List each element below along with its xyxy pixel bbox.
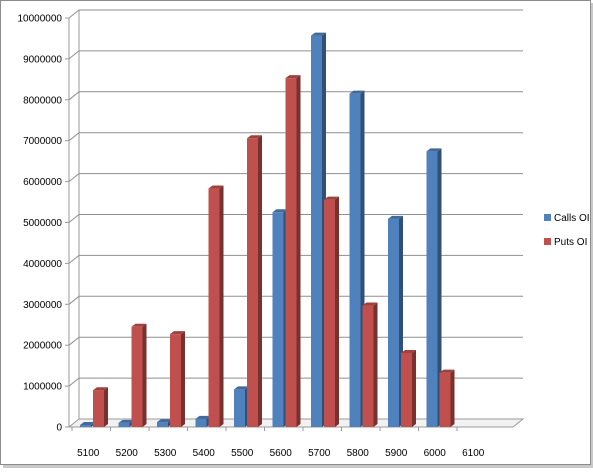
gridline — [68, 214, 523, 223]
bar-top — [170, 331, 185, 335]
y-axis-ticks: 0 1000000 2000000 3000000 4000000 5000000 6000… — [18, 14, 69, 434]
x-tick-label: 5200 — [116, 448, 139, 459]
x-axis-ticks: 5100 5200 5300 5400 5500 5600 5700 5800 5900 6000… — [71, 427, 485, 459]
bar-front — [157, 422, 168, 427]
bars — [80, 32, 455, 428]
bar-top — [208, 185, 224, 189]
x-tick-label: 5700 — [308, 448, 331, 459]
bar-side — [437, 148, 442, 428]
bar-side — [450, 369, 455, 427]
gridline — [68, 132, 523, 142]
bar-side — [412, 349, 416, 427]
bar-front — [349, 93, 361, 427]
y-tick-label: 2000000 — [23, 341, 62, 352]
frame-shadow-right — [591, 3, 593, 468]
x-tick-label: 5600 — [270, 448, 293, 459]
bar-front — [426, 151, 438, 428]
bar-front — [311, 35, 322, 427]
bar-top — [131, 323, 147, 327]
bar-top — [234, 386, 249, 390]
bar-top — [439, 369, 455, 373]
bar-side — [104, 387, 108, 427]
y-tick-label: 9000000 — [23, 54, 62, 65]
y-tick-label: 0 — [56, 423, 62, 434]
bar-front — [285, 78, 297, 428]
bar-top — [118, 419, 134, 423]
bar-front — [362, 305, 374, 427]
gridline — [68, 9, 523, 19]
bar-top — [272, 209, 288, 213]
bar-front — [439, 372, 451, 427]
gridline — [68, 173, 523, 182]
gridline — [68, 254, 523, 264]
gridline — [68, 295, 523, 305]
legend-swatch — [544, 238, 551, 245]
bar-top — [195, 415, 211, 419]
bar-top — [362, 302, 378, 306]
y-tick-label: 10000000 — [18, 14, 63, 25]
bar-top — [401, 349, 416, 353]
bar-side — [219, 185, 224, 427]
legend: Calls OI Puts OI — [544, 213, 590, 248]
legend-label: Puts OI — [554, 237, 587, 248]
legend-swatch — [544, 214, 551, 221]
frame-shadow-bottom — [3, 465, 593, 468]
y-tick-label: 5000000 — [23, 218, 62, 229]
y-tick-label: 4000000 — [23, 259, 62, 270]
x-tick-label: 5500 — [231, 448, 254, 459]
bar-top — [388, 215, 403, 219]
bar-front — [131, 326, 143, 427]
gridline — [68, 91, 523, 101]
bar-side — [373, 302, 378, 427]
bar-front — [170, 334, 181, 427]
bar-side — [335, 196, 339, 427]
bar-top — [426, 148, 442, 152]
y-tick-label: 6000000 — [23, 177, 62, 188]
bar-side — [296, 75, 301, 428]
bar-top — [247, 135, 262, 139]
y-tick-label: 1000000 — [23, 382, 62, 393]
bar-top — [157, 419, 172, 423]
gridline — [68, 50, 523, 60]
bar-front — [80, 424, 91, 427]
y-tick-label: 8000000 — [23, 95, 62, 106]
x-tick-label: 5800 — [347, 448, 370, 459]
bar-front — [195, 418, 207, 427]
bar-front — [234, 389, 245, 427]
bar-front — [272, 212, 284, 427]
bar-front — [118, 422, 130, 427]
x-tick-label: 5900 — [385, 448, 408, 459]
x-tick-label: 5100 — [77, 448, 100, 459]
x-tick-label: 5400 — [193, 448, 216, 459]
bar-side — [181, 331, 185, 427]
bar-top — [311, 32, 326, 36]
y-tick-label: 3000000 — [23, 300, 62, 311]
x-tick-label: 5300 — [154, 448, 177, 459]
bar-top — [285, 75, 301, 79]
bar-front — [208, 188, 220, 427]
bar-top — [80, 421, 95, 425]
bar-side — [142, 323, 147, 427]
bar-top — [93, 387, 108, 391]
x-tick-label: 6000 — [424, 448, 447, 459]
bar-side — [258, 135, 262, 427]
bar-top — [324, 196, 339, 200]
legend-label: Calls OI — [554, 213, 590, 224]
bar-front — [388, 218, 399, 427]
bar-front — [247, 138, 258, 427]
y-tick-label: 7000000 — [23, 136, 62, 147]
bar-front — [324, 199, 335, 427]
bar-front — [401, 352, 412, 427]
bar-front — [93, 390, 104, 427]
x-tick-label: 6100 — [462, 448, 485, 459]
gridlines — [68, 9, 523, 387]
bar-top — [349, 90, 365, 94]
